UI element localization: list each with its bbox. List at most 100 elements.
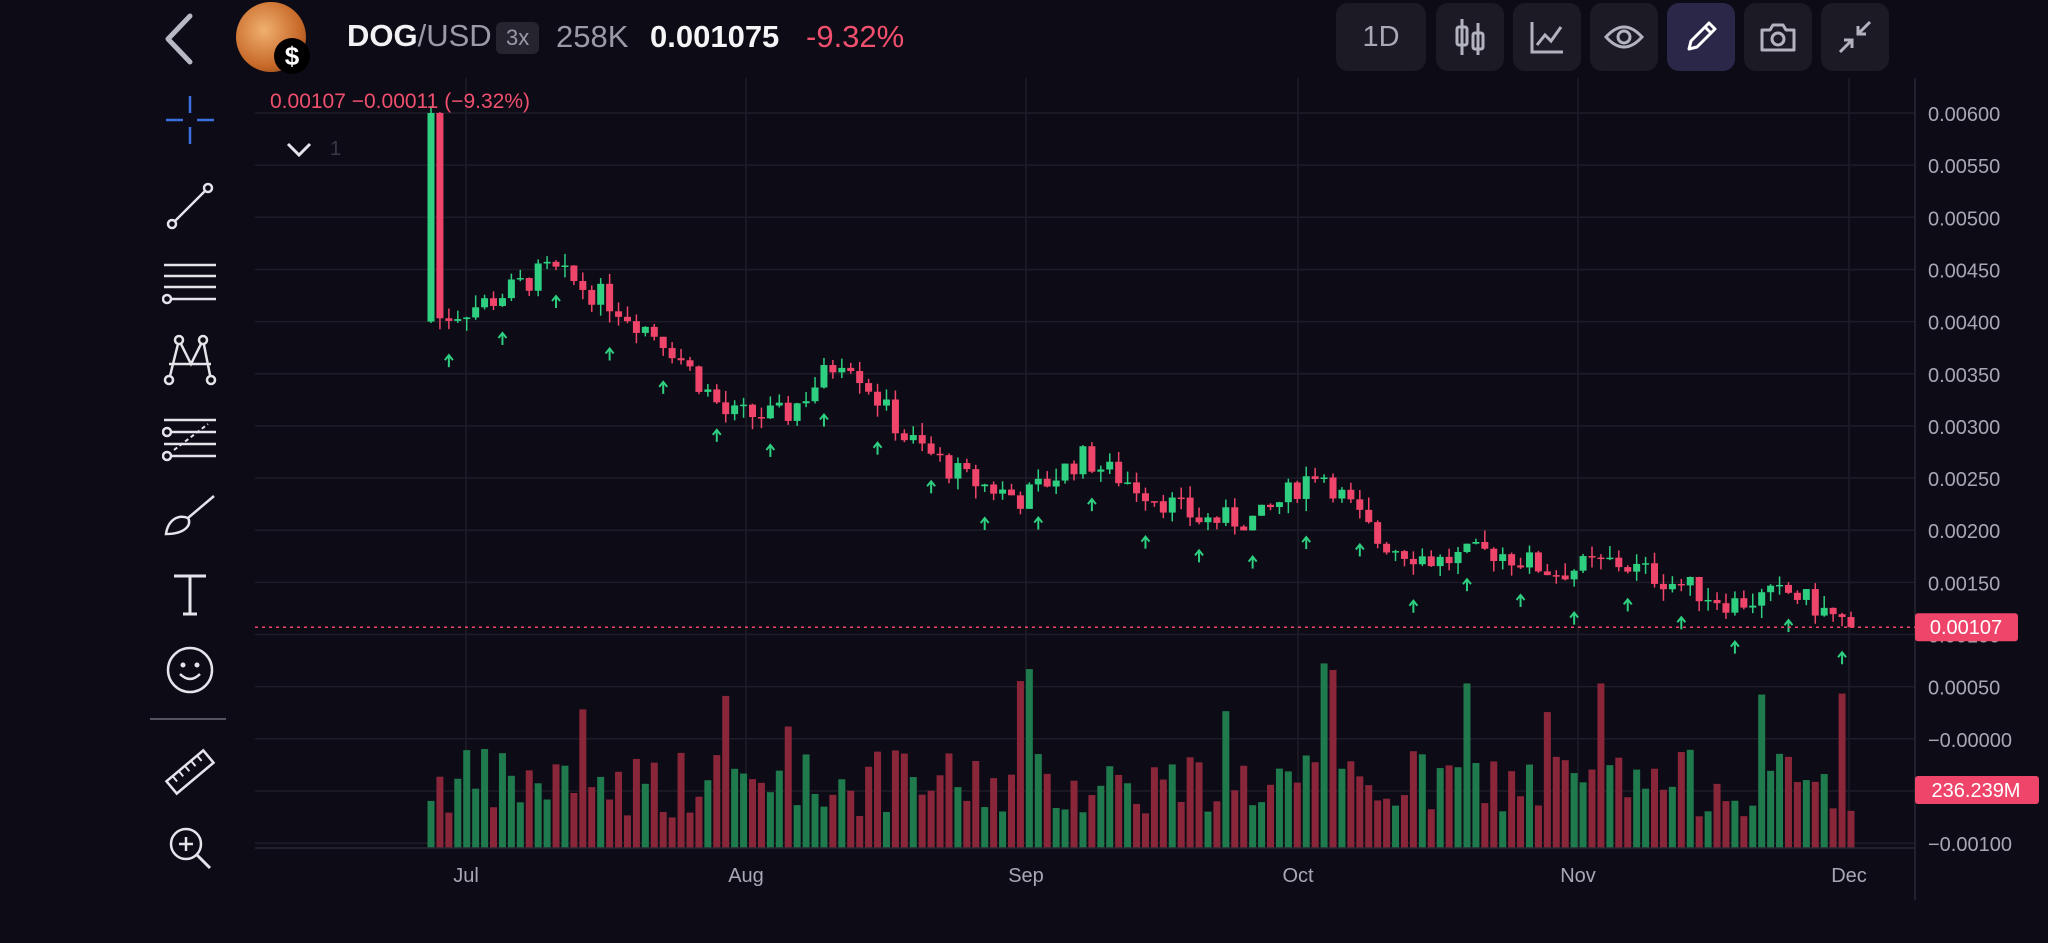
volume-bar xyxy=(1704,811,1712,848)
candle xyxy=(588,289,596,305)
crosshair-tool[interactable] xyxy=(160,90,220,150)
candle xyxy=(1749,605,1757,608)
price-tags: 0.00107 236.239M xyxy=(255,613,2039,804)
signal-arrow-icon xyxy=(1837,650,1847,665)
price-tick-label: −0.00050 xyxy=(1928,782,2012,804)
volume-bar xyxy=(1088,795,1096,848)
zoom-tool[interactable] xyxy=(160,818,220,878)
candle xyxy=(525,278,533,291)
volume-bar xyxy=(784,726,792,848)
candles-button[interactable] xyxy=(1436,3,1504,71)
candle xyxy=(1374,522,1382,544)
candle xyxy=(1543,571,1551,576)
screenshot-button[interactable] xyxy=(1744,3,1812,71)
volume-bar xyxy=(1793,782,1801,848)
timeframe-button[interactable]: 1D xyxy=(1336,3,1426,71)
emoji-tool[interactable] xyxy=(160,640,220,700)
candle xyxy=(1186,497,1194,518)
volume-bar xyxy=(1213,801,1221,848)
horizontal-lines-tool[interactable] xyxy=(160,253,220,313)
volume-bar xyxy=(927,790,935,848)
candle xyxy=(1266,504,1274,508)
crosshair-icon xyxy=(166,96,214,144)
candle xyxy=(677,358,685,361)
change-percent: -9.32% xyxy=(806,19,905,54)
symbol-label[interactable]: DOG/USD xyxy=(347,18,492,54)
candle xyxy=(597,283,605,305)
indicators-button[interactable] xyxy=(1513,3,1581,71)
trend-line-tool[interactable] xyxy=(160,176,220,236)
candle xyxy=(1204,517,1212,523)
signal-arrow-icon xyxy=(1140,535,1151,549)
chevron-down-icon[interactable] xyxy=(284,138,314,162)
last-price: 0.001075 xyxy=(650,19,780,54)
pattern-tool[interactable] xyxy=(160,330,220,390)
volume-bar xyxy=(1445,765,1453,848)
visibility-button[interactable] xyxy=(1590,3,1658,71)
volume-bar xyxy=(1347,761,1355,848)
candle xyxy=(1633,563,1641,572)
candle xyxy=(1642,563,1650,565)
volume-bar xyxy=(731,768,739,848)
volume-bar xyxy=(918,794,926,848)
back-icon[interactable] xyxy=(160,10,200,68)
volume-bar xyxy=(811,793,819,848)
candle xyxy=(1525,552,1533,568)
price-axis: 0.00600 0.00550 0.00500 0.00450 0.00400 0.003… xyxy=(1914,78,2012,900)
fib-tool[interactable] xyxy=(160,408,220,468)
volume-bar xyxy=(1606,765,1614,848)
volume-bar xyxy=(1454,767,1462,848)
volume-bar xyxy=(1838,693,1846,848)
candle xyxy=(534,263,542,291)
signal-arrow-icon xyxy=(658,380,668,394)
collapse-button[interactable] xyxy=(1821,3,1889,71)
volume-bar xyxy=(668,817,676,848)
volume-bar xyxy=(1427,809,1435,848)
candle xyxy=(1597,557,1605,560)
volume-bar xyxy=(1400,795,1408,848)
candle xyxy=(1767,585,1775,593)
candle xyxy=(1561,575,1569,580)
candle xyxy=(1436,556,1444,567)
volume-bar xyxy=(436,776,444,848)
candle xyxy=(1240,526,1248,531)
candle xyxy=(606,283,614,312)
candle xyxy=(882,399,890,406)
ruler-tool[interactable] xyxy=(160,742,220,802)
signal-arrow-icon xyxy=(1247,554,1258,569)
drawing-button[interactable] xyxy=(1667,3,1735,71)
price-tick-label: 0.00550 xyxy=(1928,156,2000,178)
volume-bar xyxy=(1686,749,1694,848)
volume-bar xyxy=(1231,790,1239,848)
candle xyxy=(1731,598,1739,613)
volume-bar xyxy=(990,778,998,848)
volume-bar xyxy=(1543,712,1551,848)
signal-arrow-icon xyxy=(1194,548,1204,563)
candle xyxy=(1356,499,1364,510)
signal-arrow-icon xyxy=(765,443,776,457)
signal-arrow-icon xyxy=(1515,593,1526,607)
text-tool[interactable] xyxy=(160,564,220,624)
volume-bar xyxy=(802,754,810,848)
candle xyxy=(1195,517,1203,523)
candle xyxy=(543,261,551,264)
time-axis: Jul Aug Sep Oct Nov Dec xyxy=(255,847,1915,887)
candle xyxy=(900,433,908,441)
candle xyxy=(757,417,765,419)
candle xyxy=(1025,484,1033,509)
candle xyxy=(1784,584,1792,593)
brush-tool[interactable] xyxy=(160,486,220,546)
volume-bar xyxy=(498,753,506,848)
candle xyxy=(1284,482,1292,503)
volume-bar xyxy=(1016,681,1024,848)
volume-bar xyxy=(865,766,873,848)
volume-bar xyxy=(847,790,855,848)
volume-bar xyxy=(1508,771,1516,848)
candle xyxy=(1115,461,1123,484)
signal-arrow-icon xyxy=(979,516,990,531)
candle xyxy=(891,399,899,434)
volume-bar xyxy=(1302,755,1310,848)
candle xyxy=(427,113,435,322)
volume-bar xyxy=(1695,816,1703,848)
volume-bar xyxy=(1731,800,1739,848)
